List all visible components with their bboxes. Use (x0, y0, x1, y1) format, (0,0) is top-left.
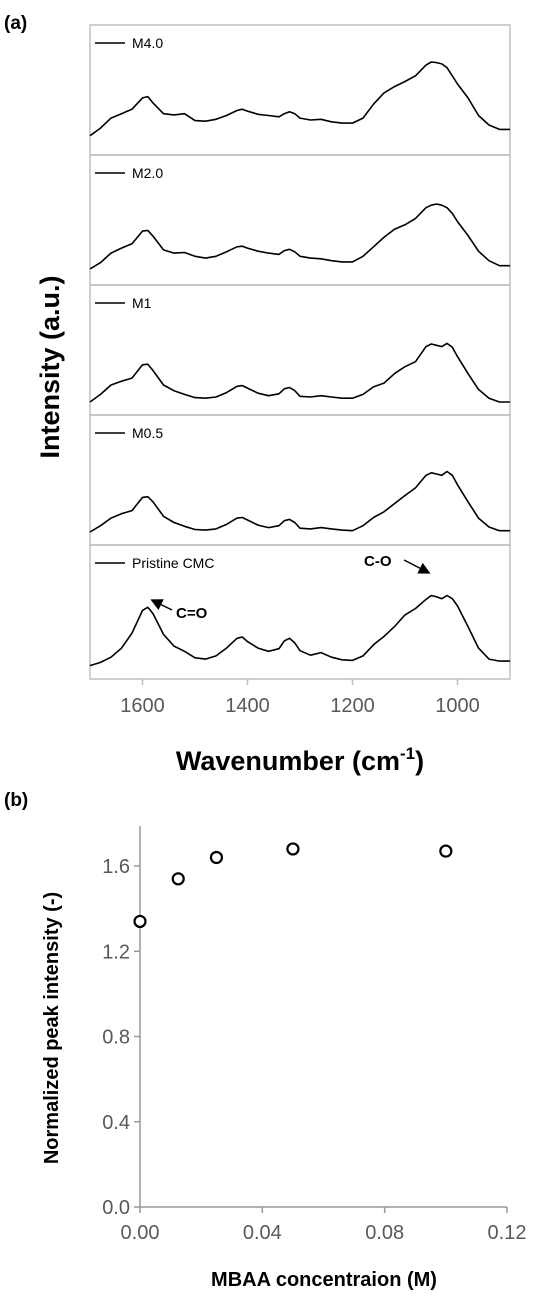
data-point (286, 842, 300, 856)
panel-b-xtick-label: 0.04 (243, 1222, 282, 1244)
panel-a-xlabel: Wavenumber (cm-1) (176, 744, 424, 776)
annotation-arrow-c-o (403, 559, 431, 574)
panel-a-xtick-label: 1400 (225, 695, 270, 717)
data-point (171, 872, 185, 886)
data-point (133, 914, 147, 929)
panel-b-xtick-label: 0.00 (121, 1222, 160, 1244)
panel-b-xtick-label: 0.12 (488, 1222, 527, 1244)
panel-b-ylabel: Normalized peak intensity (-) (41, 892, 63, 1164)
legend-label-m1: M1 (132, 295, 152, 311)
annotation-c-o: C-O (364, 553, 392, 570)
legend-label-m4-0: M4.0 (132, 35, 163, 51)
panel-a-xtick-label: 1200 (330, 695, 375, 717)
panel-a-xlabel-close: ) (415, 746, 424, 776)
panel-b: (b) 0.0 0.4 0.8 1.2 1.6 0.00 0.04 0.08 0.12 Norm… (4, 790, 526, 1291)
data-point (209, 850, 224, 865)
legend-label-pristine-cmc: Pristine CMC (132, 555, 214, 571)
spectrum-line-pristine-cmc (89, 594, 510, 667)
panel-a-xlabel-sup: -1 (400, 744, 415, 763)
spectrum-line-m4-0 (89, 61, 510, 137)
panel-b-label: (b) (4, 790, 28, 811)
panel-b-ytick-label: 0.8 (102, 1027, 130, 1049)
panel-a-xtick-label: 1600 (120, 695, 165, 717)
panel-a-xtick-label: 1000 (435, 695, 480, 717)
panel-a-label: (a) (4, 13, 27, 34)
panel-b-ytick-label: 1.6 (102, 856, 130, 878)
panel-a: (a) M4.0 M2.0 M1 M0.5 Pristine CMC 1600 1400 1… (4, 13, 511, 776)
legend-label-m2-0: M2.0 (132, 165, 163, 181)
panel-b-ytick-label: 0.0 (102, 1197, 130, 1219)
panel-b-ytick-label: 0.4 (102, 1112, 130, 1134)
legend-label-m0-5: M0.5 (132, 425, 163, 441)
annotation-arrow-c-double-o (150, 599, 173, 611)
annotation-c-double-o: C=O (176, 605, 208, 622)
spectrum-line-m0-5 (89, 470, 510, 533)
panel-b-xlabel: MBAA concentraion (M) (211, 1269, 437, 1291)
spectrum-line-m1 (89, 342, 510, 403)
data-point (439, 844, 453, 858)
panel-a-xlabel-main: Wavenumber (cm (176, 746, 400, 776)
panel-b-xtick-label: 0.08 (365, 1222, 404, 1244)
spectrum-subpanel-5 (89, 544, 511, 680)
panel-a-ylabel: Intensity (a.u.) (35, 275, 65, 458)
panel-b-ytick-label: 1.2 (102, 941, 130, 963)
spectrum-line-m2-0 (89, 203, 510, 270)
